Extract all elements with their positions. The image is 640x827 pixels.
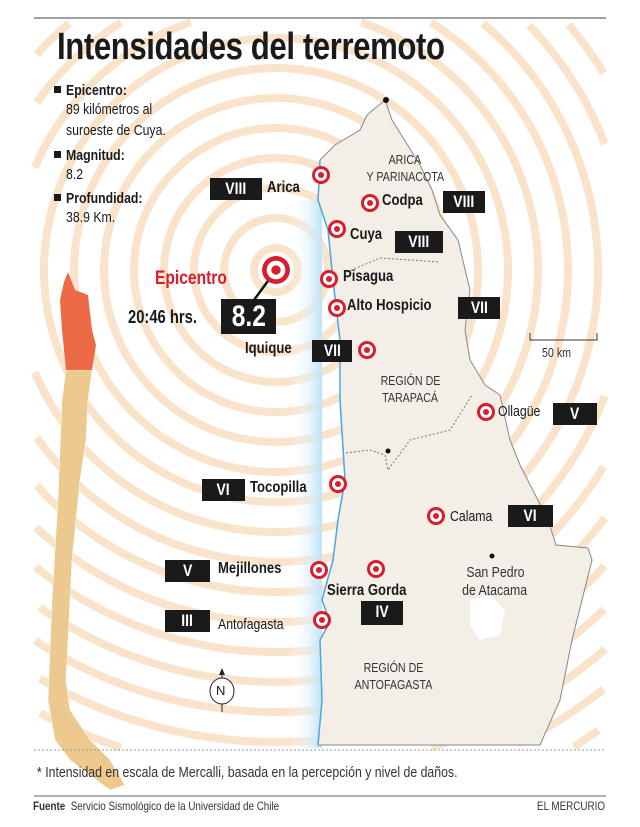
region-tarapaca: REGIÓN DE TARAPACÁ (380, 373, 440, 405)
page-title: Intensidades del terremoto (57, 26, 445, 68)
salar (470, 595, 505, 640)
north-arrow-icon (209, 668, 235, 712)
intensity-badge-arica: VIII (210, 178, 262, 200)
info-epicentro: Epicentro: 89 kilómetros al suroeste de C… (54, 82, 188, 141)
seismic-ring (33, 20, 72, 58)
marker-target-icon (367, 560, 385, 578)
city-sierra-gorda: Sierra Gorda (327, 582, 407, 599)
intensity-badge-ollague: V (553, 403, 597, 425)
info-label: Magnitud: (66, 147, 125, 164)
intensity-badge-sierra-gorda: IV (361, 601, 403, 625)
intensity-badge-antofagasta: III (165, 610, 210, 632)
marker-target-icon (329, 475, 347, 493)
marker-target-icon (427, 507, 445, 525)
marker-target-icon (358, 341, 376, 359)
seismic-ring (480, 20, 602, 270)
info-value: 89 kilómetros al suroeste de Cuya. (66, 101, 166, 139)
seismic-ring (359, 18, 542, 270)
intensity-badge-mejillones: V (165, 560, 210, 582)
city-pisagua: Pisagua (343, 268, 394, 285)
city-mejillones: Mejillones (218, 560, 282, 577)
town-san-pedro: San Pedro de Atacama (462, 564, 528, 599)
seismic-ring (571, 727, 601, 750)
intensity-badge-calama: VI (508, 505, 553, 527)
epicenter-time: 20:46 hrs. (128, 307, 197, 327)
info-magnitud: Magnitud: 8.2 (54, 147, 138, 185)
city-antofagasta: Antofagasta (218, 616, 284, 633)
marker-target-icon (320, 270, 338, 288)
info-value: 38.9 Km. (66, 209, 116, 226)
epicenter-target-icon (262, 256, 290, 284)
source-label: Fuente (33, 799, 66, 813)
seismic-ring (31, 270, 542, 536)
city-tocopilla: Tocopilla (250, 479, 307, 496)
seismic-ring (33, 19, 124, 105)
info-label: Epicentro: (66, 82, 127, 99)
chile-minimap-highlight-region (60, 272, 96, 370)
seismic-ring (31, 18, 193, 170)
intensity-badge-tocopilla: VI (202, 479, 245, 501)
town-dot (383, 97, 389, 103)
marker-target-icon (313, 611, 331, 629)
info-profundidad: Profundidad: 38.9 Km. (54, 190, 159, 228)
city-codpa: Codpa (382, 192, 423, 209)
region-border (345, 394, 473, 472)
city-iquique: Iquique (245, 340, 292, 357)
city-calama: Calama (450, 508, 493, 525)
town-dot (385, 448, 391, 454)
seismic-ring (428, 19, 572, 270)
magnitude-badge: 8.2 (221, 299, 276, 334)
seismic-ring (565, 21, 607, 76)
info-value: 8.2 (66, 166, 84, 183)
epicenter-label: Epicentro (155, 268, 227, 289)
region-antofagasta: REGIÓN DE ANTOFAGASTA (354, 660, 432, 692)
compass-label: N (216, 683, 226, 698)
seismic-ring (526, 22, 609, 146)
marker-target-icon (477, 403, 495, 421)
marker-target-icon (312, 166, 330, 184)
intensity-badge-cuya: VIII (395, 231, 443, 253)
intensity-badge-alto-hospicio: VII (458, 297, 500, 319)
scale-label: 50 km (542, 345, 572, 360)
chile-minimap (47, 369, 126, 791)
info-label: Profundidad: (66, 190, 143, 207)
marker-target-icon (361, 194, 379, 212)
city-alto-hospicio: Alto Hospicio (347, 297, 432, 314)
seismic-ring (250, 244, 302, 296)
region-arica-parinacota: ARICA Y PARINACOTA (366, 152, 444, 184)
source-text: Servicio Sismológico de la Universidad d… (70, 799, 280, 813)
scale-bar (529, 333, 598, 341)
footnote: * Intensidad en escala de Mercalli, basa… (37, 764, 458, 781)
coastline (317, 159, 346, 746)
city-arica: Arica (267, 179, 300, 196)
source-line: Fuente Servicio Sismológico de la Univer… (33, 799, 333, 813)
region-border (346, 257, 441, 273)
town-dot (489, 553, 495, 559)
publisher: EL MERCURIO (537, 799, 605, 813)
marker-target-icon (310, 561, 328, 579)
city-cuya: Cuya (350, 226, 383, 243)
city-ollague: Ollagüe (498, 403, 541, 420)
sea-gradient (290, 200, 322, 748)
intensity-badge-iquique: VII (312, 340, 352, 362)
marker-target-icon (328, 299, 346, 317)
marker-target-icon (328, 220, 346, 238)
intensity-badge-codpa: VIII (443, 191, 485, 213)
